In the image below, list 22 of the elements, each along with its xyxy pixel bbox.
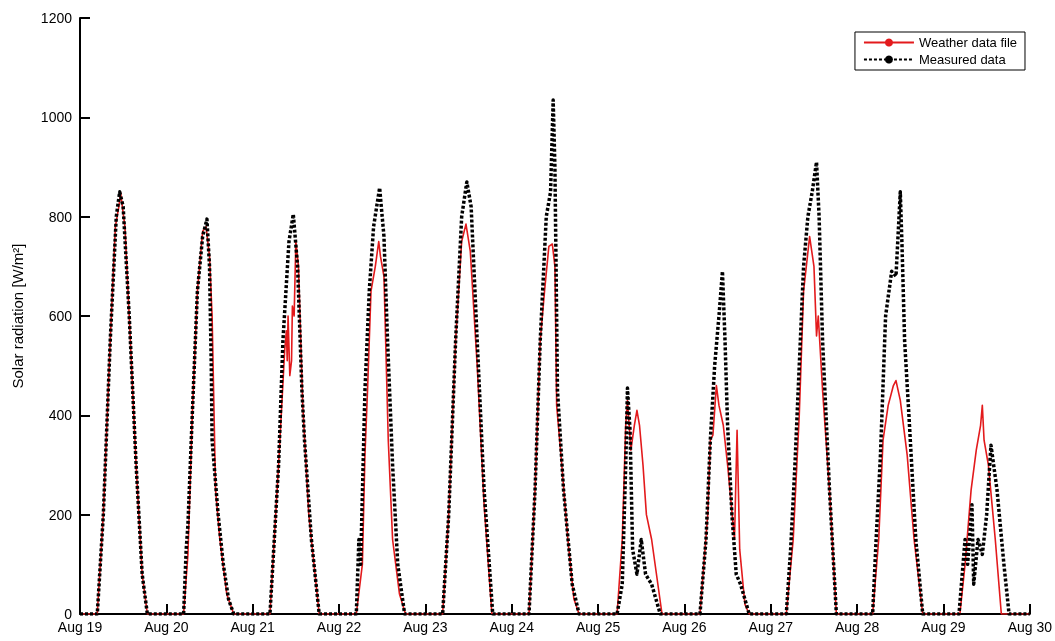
- y-axis-title: Solar radiation [W/m²]: [9, 243, 26, 389]
- y-tick-label: 1200: [40, 10, 73, 26]
- x-tick-label: Aug 23: [403, 619, 448, 635]
- x-tick-label: Aug 22: [316, 619, 362, 635]
- x-tick-label: Aug 29: [921, 619, 966, 635]
- legend-label: Measured data: [918, 52, 1007, 67]
- y-tick-label: 600: [48, 308, 73, 324]
- x-tick-label: Aug 19: [57, 619, 103, 635]
- y-tick-label: 200: [48, 506, 73, 523]
- x-tick-label: Aug 28: [834, 619, 880, 635]
- x-tick-label: Aug 20: [144, 619, 189, 635]
- legend-label: Weather data file: [918, 35, 1018, 50]
- x-tick-label: Aug 27: [748, 619, 794, 635]
- y-tick-label: 0: [64, 606, 73, 622]
- x-tick-label: Aug 21: [230, 619, 276, 635]
- y-tick-label: 400: [48, 407, 73, 424]
- x-tick-label: Aug 26: [662, 619, 707, 635]
- x-tick-label: Aug 30: [1007, 619, 1053, 635]
- x-tick-label: Aug 25: [575, 619, 621, 635]
- y-tick-label: 1000: [40, 109, 73, 126]
- x-tick-label: Aug 24: [489, 619, 535, 635]
- y-tick-label: 800: [48, 208, 73, 225]
